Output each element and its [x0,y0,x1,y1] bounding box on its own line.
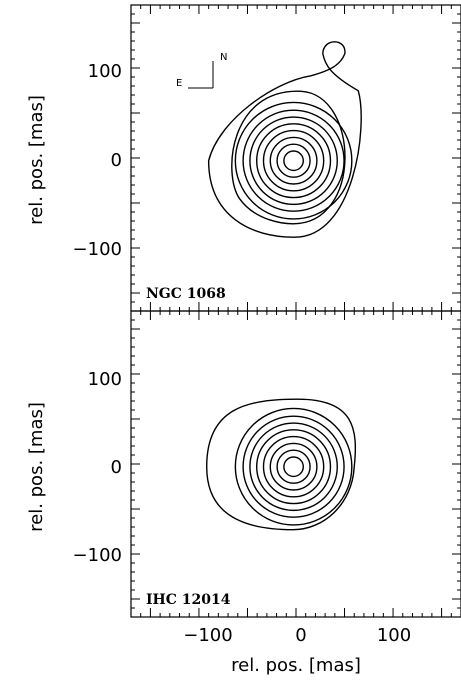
bottom-contour-level [234,407,353,526]
x-axis-label: rel. pos. [mas] [231,655,361,676]
top-ytick-label-0: 0 [111,150,122,171]
bottom-contour-level [269,442,318,491]
xtick-label-0: 0 [295,625,306,646]
bottom-contour-level [262,435,325,498]
bottom-ytick-label-minus100: −100 [73,545,122,566]
compass-indicator: E N [176,52,227,89]
bottom-panel-contours [206,398,357,531]
top-panel-label: NGC 1068 [146,286,226,302]
top-outer-contour [207,41,362,238]
top-contour-level [283,150,304,172]
top-contour-level [269,136,318,185]
top-contour-level [242,109,345,212]
top-panel-contours [207,41,362,238]
top-contour-level [231,90,346,225]
bottom-ytick-label-100: 100 [88,369,122,390]
axis-ticks [131,5,461,617]
bottom-contour-level [276,449,311,484]
bottom-contour-level [249,422,338,512]
top-contour-level [234,101,353,220]
bottom-ytick-label-0: 0 [111,457,122,478]
top-contour-level [249,116,338,206]
bottom-contour-level [242,415,345,518]
bottom-panel-label: IHC 12014 [146,592,231,608]
compass-north-label: N [220,52,227,63]
xtick-label-100: 100 [377,625,411,646]
bottom-contour-level [256,429,332,505]
top-contour-level [262,129,325,192]
bottom-contour-level [283,456,304,478]
top-y-axis-label: rel. pos. [mas] [26,95,47,225]
bottom-outer-contour [206,398,357,531]
top-ytick-label-100: 100 [88,61,122,82]
top-ytick-label-minus100: −100 [73,239,122,260]
top-contour-level [276,143,311,178]
compass-east-label: E [176,78,182,89]
xtick-label-minus100: −100 [183,625,232,646]
top-panel-frame [130,4,461,312]
bottom-y-axis-label: rel. pos. [mas] [26,402,47,532]
bottom-panel-frame [130,310,461,618]
top-contour-level [256,123,332,199]
